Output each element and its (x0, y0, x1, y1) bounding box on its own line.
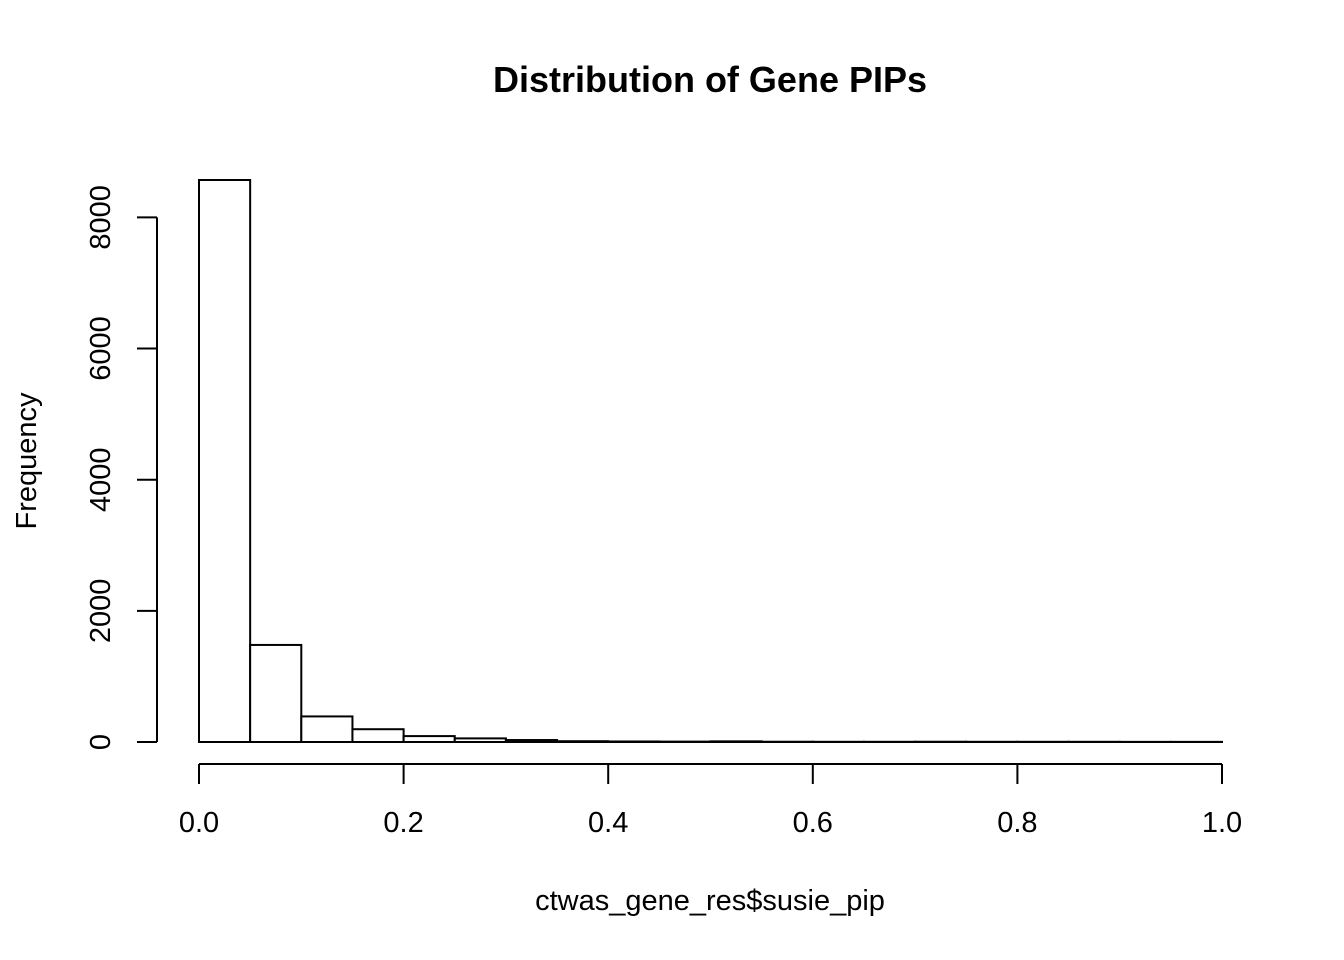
x-axis-label: ctwas_gene_res$susie_pip (535, 885, 885, 917)
chart-title: Distribution of Gene PIPs (493, 59, 927, 100)
y-tick-label-2: 4000 (85, 447, 117, 512)
histogram-bar-3 (351, 728, 405, 743)
histogram-bar-1 (249, 643, 303, 743)
histogram-bar-7 (556, 740, 610, 744)
x-tick-label-4: 0.8 (997, 807, 1037, 839)
y-tick-label-0: 0 (85, 734, 117, 750)
y-axis-label: Frequency (11, 392, 43, 530)
y-tick-label-4: 8000 (85, 185, 117, 250)
histogram-bar-4 (402, 735, 456, 744)
histogram-bar-5 (453, 737, 507, 744)
histogram-bar-0 (198, 179, 252, 743)
x-tick-label-2: 0.4 (588, 807, 628, 839)
x-tick-label-1: 0.2 (383, 807, 423, 839)
x-tick-label-5: 1.0 (1202, 807, 1242, 839)
bars-group (198, 179, 1223, 744)
y-tick-label-3: 6000 (85, 316, 117, 381)
x-axis: 0.0 0.2 0.4 0.6 0.8 1.0 (179, 763, 1242, 839)
histogram-bar-8 (607, 740, 661, 744)
x-tick-label-3: 0.6 (793, 807, 833, 839)
histogram-bar-10 (709, 740, 763, 744)
histogram-bar-2 (300, 715, 354, 744)
histogram-bar-6 (504, 739, 559, 743)
y-axis: 0 2000 4000 6000 8000 (85, 185, 158, 750)
x-tick-label-0: 0.0 (179, 807, 219, 839)
y-tick-label-1: 2000 (85, 579, 117, 644)
